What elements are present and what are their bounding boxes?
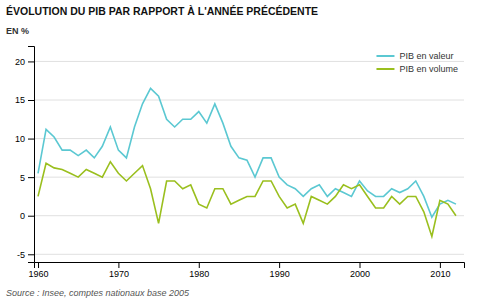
tick-label: 10 [15,134,25,144]
tick: 15 [15,95,34,105]
tick-label: 0 [20,211,25,221]
title: ÉVOLUTION DU PIB PAR RAPPORT À L'ANNÉE P… [6,5,318,17]
tick-mark [38,262,39,268]
tick: 2010 [430,262,450,279]
grid-line [34,215,464,216]
tick-mark [28,216,34,217]
tick-mark [118,262,119,268]
legend-label: PIB en volume [399,64,458,74]
legend-swatch [376,68,394,70]
tick-mark [28,177,34,178]
legend-item: PIB en valeur [376,51,453,61]
tick-label: 5 [20,173,25,183]
tick-mark [28,61,34,62]
tick-label: 1970 [109,269,129,279]
axis-line [28,47,35,263]
legend-label: PIB en valeur [399,51,453,61]
tick: 1970 [109,262,129,279]
grid-line [34,177,464,178]
tick-label: 20 [15,57,25,67]
y-axis: -5 0 5 10 15 20 [15,47,35,263]
tick: 20 [15,57,34,67]
tick-mark [28,100,34,101]
x-axis: 1960 1970 1980 1990 2000 2010 [29,262,465,279]
tick: 2000 [350,262,370,279]
tick: 5 [20,173,34,183]
tick-label: -5 [17,250,25,260]
tick: 1990 [270,262,290,279]
tick-label: 1980 [189,269,209,279]
tick-mark [199,262,200,268]
axis-title: EN % [6,26,29,36]
line [38,162,456,237]
axis-line [35,263,465,269]
grid-line [34,100,464,101]
tick-label: 15 [15,95,25,105]
tick-mark [360,262,361,268]
chart: ÉVOLUTION DU PIB PAR RAPPORT À L'ANNÉE P… [0,0,480,302]
tick: 1980 [189,262,209,279]
tick: 0 [20,211,34,221]
tick: -5 [17,250,34,260]
grid-line [34,138,464,139]
legend-item: PIB en volume [376,64,458,74]
grid [34,61,464,254]
tick-label: 2000 [350,269,370,279]
legend-swatch [376,55,394,57]
source: Source : Insee, comptes nationaux base 2… [6,288,190,298]
tick-label: 2010 [430,269,450,279]
lines [38,88,456,236]
tick-label: 1960 [29,269,49,279]
tick-mark [28,139,34,140]
plot: 1960 1970 1980 1990 2000 2010 -5 0 5 10 15 20 PIB en… [15,47,465,280]
tick-mark [440,262,441,268]
tick: 10 [15,134,34,144]
grid-line [34,254,464,255]
tick-mark [279,262,280,268]
tick: 1960 [29,262,49,279]
legend: PIB en valeur PIB en volume [376,51,458,74]
tick-mark [28,254,34,255]
tick-label: 1990 [270,269,290,279]
